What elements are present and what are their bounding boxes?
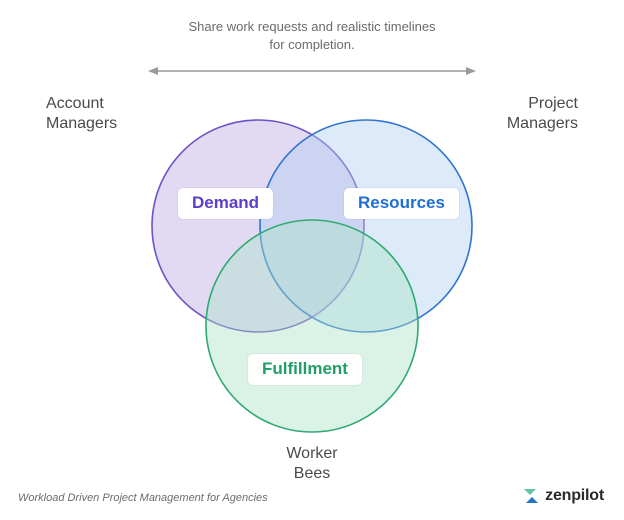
pill-fulfillment: Fulfillment <box>248 354 362 385</box>
pill-demand: Demand <box>178 188 273 219</box>
brand-text: zenpilot <box>545 487 604 505</box>
footer-caption: Workload Driven Project Management for A… <box>18 492 268 504</box>
header-caption-line2: for completion. <box>269 37 354 52</box>
role-label-worker-bees: Worker Bees <box>262 444 362 484</box>
brand-mark-icon <box>521 486 541 506</box>
venn-svg <box>118 108 506 448</box>
pill-demand-label: Demand <box>192 193 259 212</box>
pill-resources-label: Resources <box>358 193 445 212</box>
pill-fulfillment-label: Fulfillment <box>262 359 348 378</box>
brand: zenpilot <box>521 486 604 506</box>
header-arrow <box>148 64 476 78</box>
pill-resources: Resources <box>344 188 459 219</box>
venn-diagram: Demand Resources Fulfillment <box>118 108 506 448</box>
venn-circle-fulfillment <box>206 220 418 432</box>
header-caption: Share work requests and realistic timeli… <box>0 18 624 53</box>
header-caption-line1: Share work requests and realistic timeli… <box>188 19 435 34</box>
